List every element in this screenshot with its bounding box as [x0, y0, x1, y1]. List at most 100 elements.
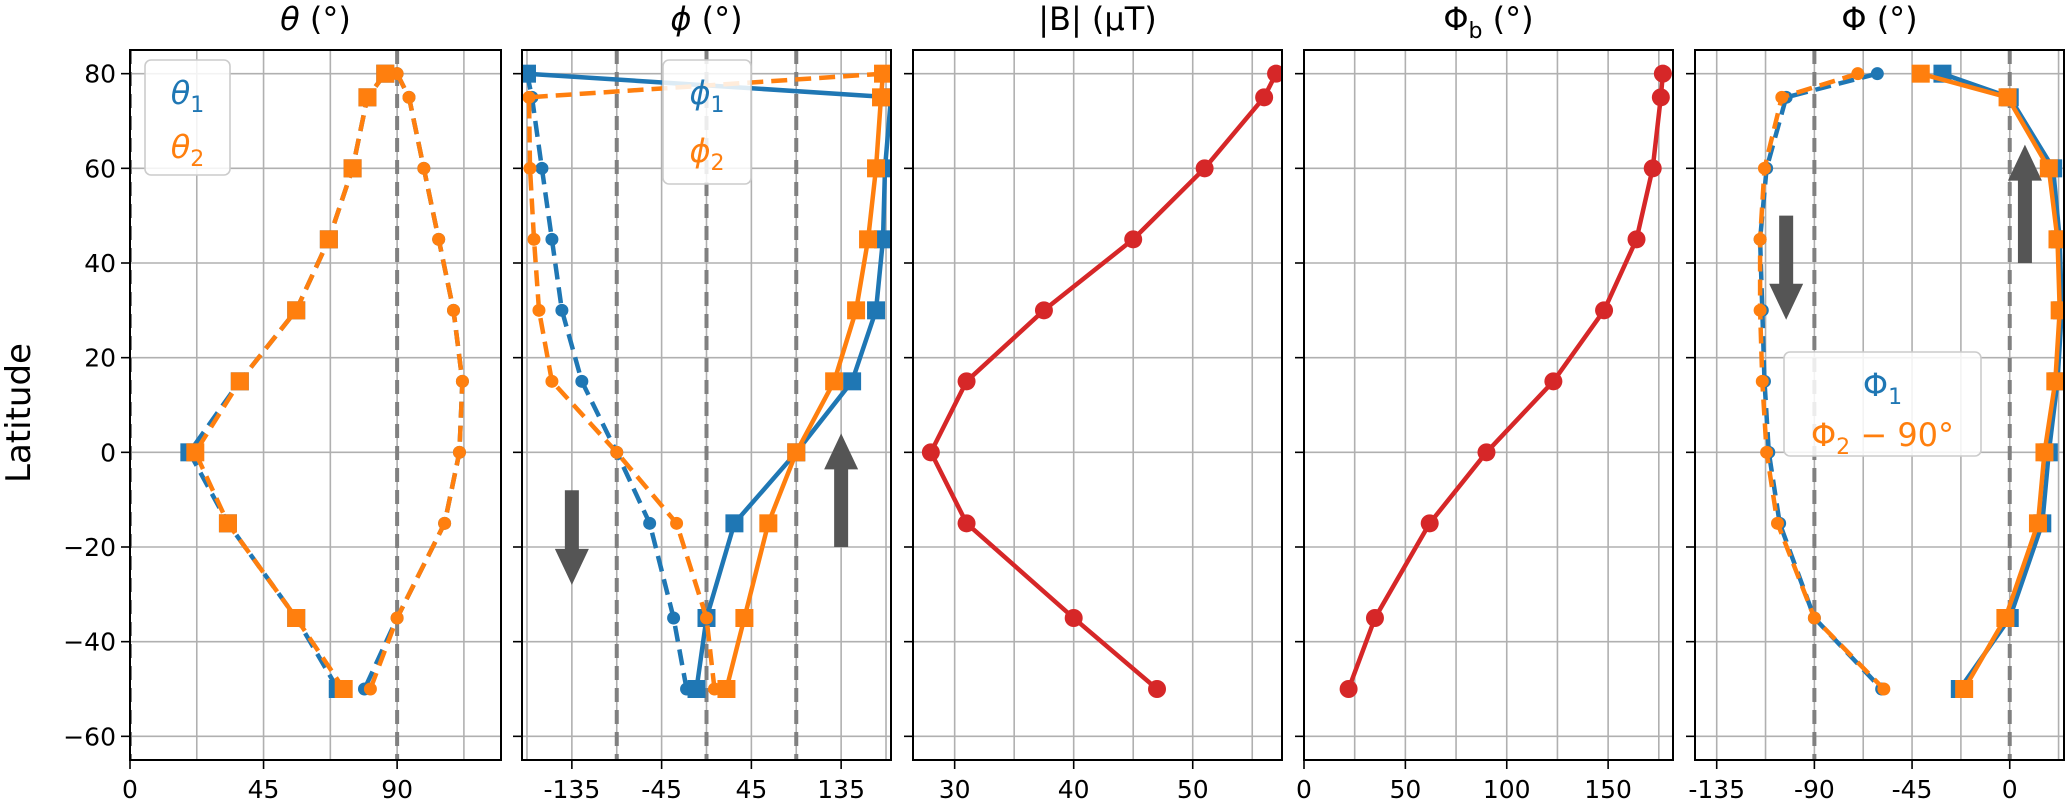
series-2-solid-marker-7 [759, 514, 778, 533]
title-unit: (μT) [1082, 0, 1157, 38]
chart-panel-4: 0 50 100 150 Φb (°) [1295, 0, 1674, 803]
y-tick-label: 20 [84, 344, 116, 373]
series-2-upper-marker-3 [432, 232, 446, 246]
direction-arrow-up-1 [824, 433, 859, 547]
plot-area [921, 64, 1282, 698]
series-1-marker-7 [957, 514, 976, 533]
series-2-lower-marker-3 [319, 230, 338, 249]
plot-area [1339, 64, 1672, 698]
legend-symbol: θ [171, 74, 191, 112]
axes-frame [521, 49, 892, 761]
x-tick-label: 50 [1177, 775, 1209, 803]
x-tick-label: 45 [735, 775, 767, 803]
x-tick-label: 0 [122, 775, 138, 803]
series-2-dashed-marker-3 [527, 232, 541, 246]
legend-entry: θ1 [171, 74, 205, 118]
series-1-marker-0 [1267, 64, 1282, 83]
panel-title: Φ (°) [1841, 0, 1917, 38]
series-2-solid-marker-2 [867, 159, 886, 178]
series-2-lower-marker-2 [343, 159, 362, 178]
panel-title: θ (°) [280, 0, 351, 38]
chart-panel-3: 30 40 50 |B| (μT) [904, 0, 1283, 803]
series-2-upper-marker-1 [402, 90, 416, 104]
title-subscript: b [1469, 19, 1483, 44]
x-tick-label: -90 [1794, 775, 1835, 803]
x-tick-label: 40 [1058, 775, 1090, 803]
legend-entry: ϕ1 [689, 74, 724, 118]
legend-symbol: Φ [1863, 366, 1888, 404]
series-1-solid-marker-3 [874, 230, 891, 249]
series-2-solid-marker-0 [1911, 64, 1930, 83]
legend: ϕ1 ϕ2 [662, 59, 752, 185]
legend-subscript: 1 [1888, 385, 1902, 410]
series-2-dashed-marker-0 [1851, 67, 1865, 81]
x-tick-label: 0 [2002, 775, 2018, 803]
series-1-marker-2 [1195, 159, 1214, 178]
series-1-line [928, 72, 1279, 691]
title-symbol: |B| [1038, 0, 1082, 38]
legend-tail: − 90° [1850, 416, 1954, 454]
legend-symbol: θ [171, 128, 191, 166]
x-tick-label: 150 [1584, 775, 1632, 803]
legend-symbol: ϕ [689, 132, 710, 170]
grid [913, 50, 1282, 760]
series-2-dashed-marker-4 [1753, 303, 1767, 317]
x-tick-label: -45 [641, 775, 682, 803]
series-2-solid-marker-6 [2035, 443, 2054, 462]
series-2-dashed-marker-7 [670, 516, 684, 530]
title-symbol: Φ [1443, 0, 1468, 38]
panel-title: |B| (μT) [1038, 0, 1157, 38]
x-tick-label: 0 [1296, 775, 1312, 803]
series-2-solid-marker-4 [2050, 301, 2064, 320]
series-1-solid-marker-0 [522, 64, 536, 83]
y-tick-label: 0 [100, 438, 116, 467]
series-2-dashed-marker-2 [1757, 161, 1771, 175]
series-1-dashed-marker-2 [535, 161, 549, 175]
series-2-solid-marker-8 [735, 609, 754, 627]
legend-subscript: 1 [190, 93, 204, 118]
legend-frame [662, 59, 752, 185]
series-2-dashed-marker-7 [1770, 516, 1784, 530]
series-1-marker-8 [1064, 609, 1083, 627]
legend-subscript: 2 [711, 151, 725, 176]
x-tick-label: 90 [381, 775, 413, 803]
y-tick-label: 80 [84, 60, 116, 89]
series-1-marker-6 [921, 443, 940, 462]
x-tick-label: 45 [248, 775, 280, 803]
series-1-dashed-marker-5 [575, 374, 589, 388]
series-1-marker-9 [1339, 680, 1358, 698]
series-2-dashed-marker-2 [523, 161, 537, 175]
series-1-marker-3 [1627, 230, 1646, 249]
series-2-solid-marker-1 [1998, 88, 2017, 107]
legend-entry: Φ2 − 90° [1811, 416, 1954, 460]
series-1-marker-7 [1420, 514, 1439, 533]
series-2-dashed-marker-9 [1877, 682, 1891, 696]
series-2-dashed-line [1757, 71, 1886, 691]
x-tick-label: -45 [1892, 775, 1933, 803]
series-2-solid-marker-8 [1996, 609, 2015, 627]
y-tick-label: −40 [63, 628, 116, 657]
legend-entry: Φ1 [1863, 366, 1902, 410]
series-1-marker-3 [1124, 230, 1143, 249]
series-1-marker-0 [1653, 64, 1672, 83]
plot-area [1753, 64, 2064, 698]
series-2-solid-marker-9 [1955, 680, 1974, 698]
series-2-dashed-line [526, 71, 884, 690]
series-1-dashed-marker-8 [667, 611, 681, 625]
series-1-solid-marker-4 [867, 301, 886, 320]
grid [1304, 50, 1673, 760]
series-2-dashed-marker-5 [1755, 374, 1769, 388]
series-2-solid-marker-3 [2048, 230, 2064, 249]
x-tick-label: 100 [1483, 775, 1531, 803]
y-tick-label: 40 [84, 249, 116, 278]
series-2-dashed-marker-1 [522, 90, 536, 104]
title-unit: (°) [1483, 0, 1534, 38]
y-tick-label: −20 [63, 533, 116, 562]
axes-frame [129, 49, 502, 761]
series-2-dashed-marker-4 [532, 303, 546, 317]
series-2-solid-line [1920, 71, 2062, 691]
